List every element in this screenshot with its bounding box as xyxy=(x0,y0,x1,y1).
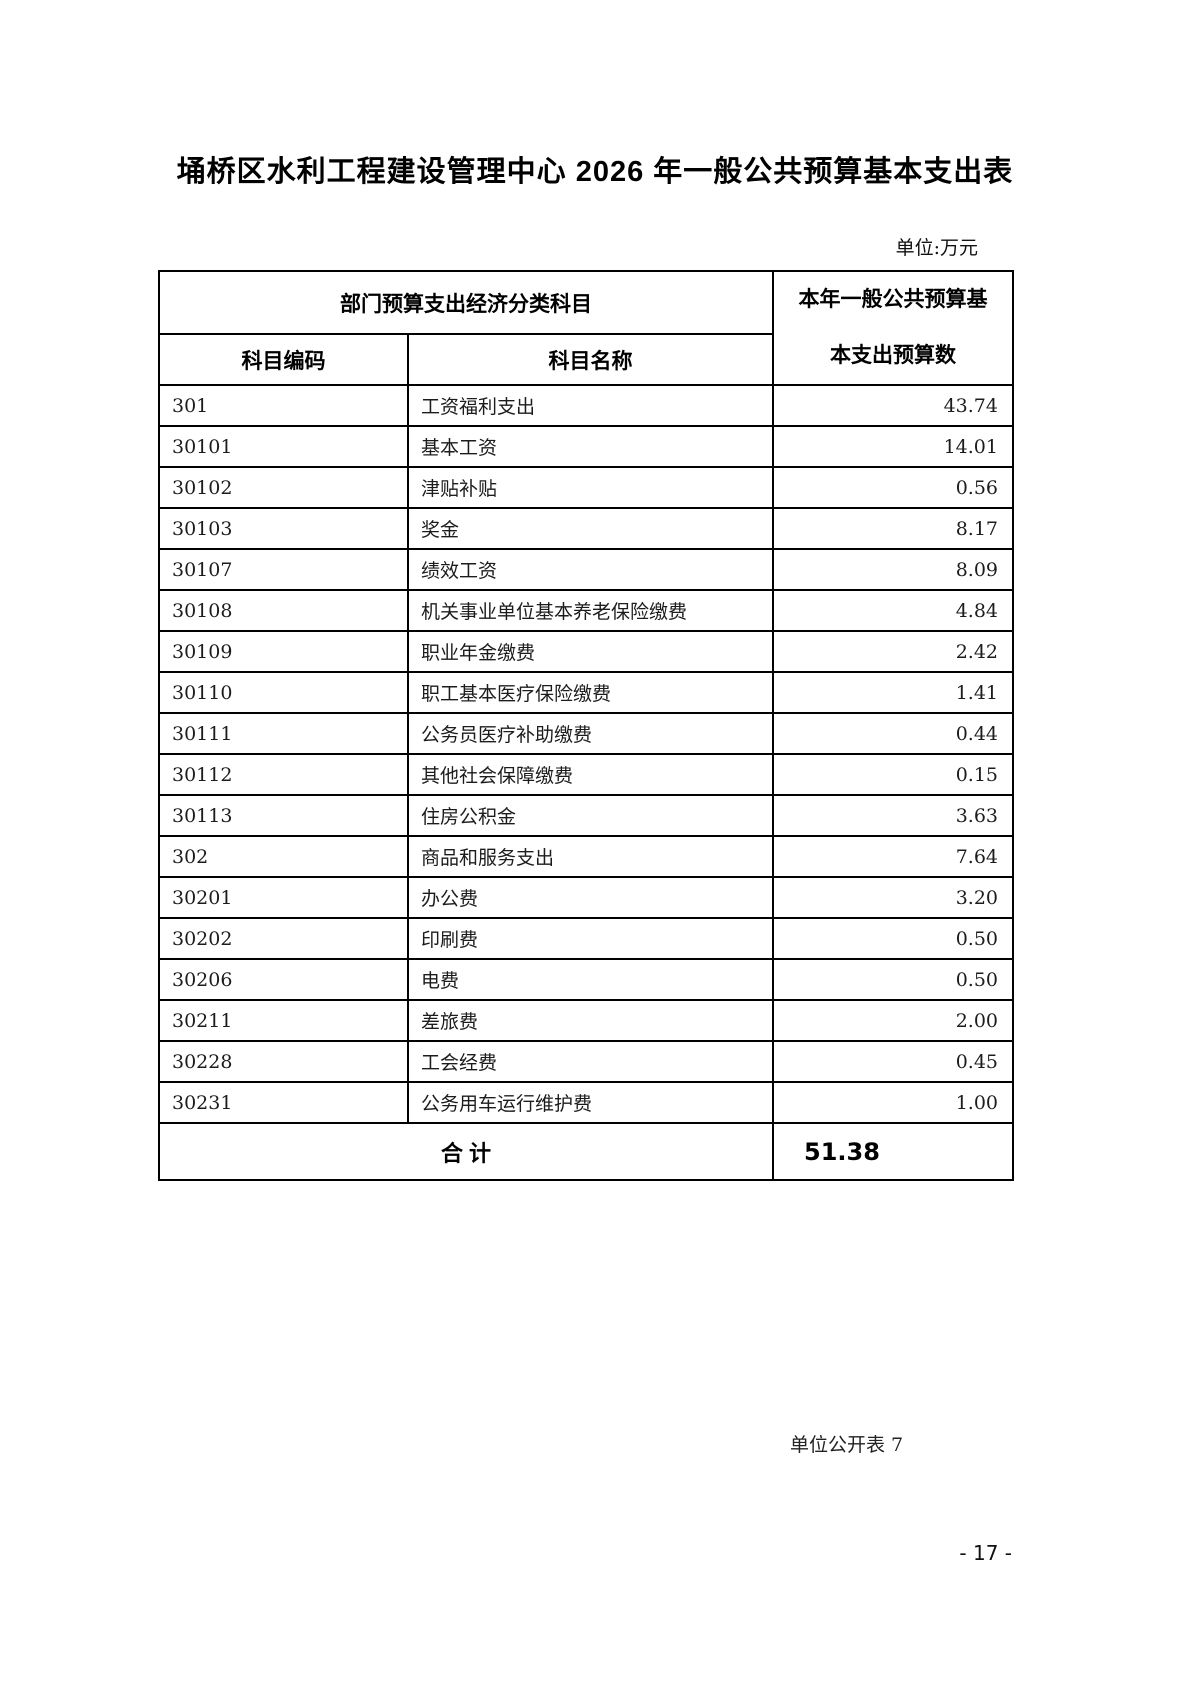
table-body: 部门预算支出经济分类科目 本年一般公共预算基 本支出预算数 科目编码 科目名称 … xyxy=(158,269,1014,1181)
budget-value-cell: 0.50 xyxy=(772,917,1014,960)
subject-name-cell: 职工基本医疗保险缴费 xyxy=(407,671,774,714)
table-row: 30211 差旅费 2.00 xyxy=(158,999,1014,1042)
table-row: 30107 绩效工资 8.09 xyxy=(158,548,1014,591)
group-header-cell: 部门预算支出经济分类科目 xyxy=(158,269,774,336)
budget-value-cell: 2.42 xyxy=(772,630,1014,673)
table-row: 30112 其他社会保障缴费 0.15 xyxy=(158,753,1014,796)
footer-note: 单位公开表 7 xyxy=(790,1434,904,1456)
code-column-header: 科目编码 xyxy=(158,333,409,386)
subject-code-cell: 30111 xyxy=(158,712,409,755)
budget-value-cell: 3.20 xyxy=(772,876,1014,919)
budget-value-cell: 0.44 xyxy=(772,712,1014,755)
subject-name-cell: 机关事业单位基本养老保险缴费 xyxy=(407,589,774,632)
name-column-header: 科目名称 xyxy=(407,333,774,386)
subject-name-cell: 绩效工资 xyxy=(407,548,774,591)
table-row: 30231 公务用车运行维护费 1.00 xyxy=(158,1081,1014,1124)
subject-name-cell: 住房公积金 xyxy=(407,794,774,837)
table-row: 30109 职业年金缴费 2.42 xyxy=(158,630,1014,673)
subject-name-cell: 公务用车运行维护费 xyxy=(407,1081,774,1124)
budget-value-cell: 14.01 xyxy=(772,425,1014,468)
subject-code-cell: 30109 xyxy=(158,630,409,673)
table-row: 301 工资福利支出 43.74 xyxy=(158,384,1014,427)
budget-value-cell: 8.09 xyxy=(772,548,1014,591)
subject-code-cell: 30101 xyxy=(158,425,409,468)
subject-code-cell: 30113 xyxy=(158,794,409,837)
subject-code-cell: 302 xyxy=(158,835,409,878)
subject-code-cell: 30228 xyxy=(158,1040,409,1083)
table-row: 30110 职工基本医疗保险缴费 1.41 xyxy=(158,671,1014,714)
table-row: 30111 公务员医疗补助缴费 0.44 xyxy=(158,712,1014,755)
subject-code-cell: 30110 xyxy=(158,671,409,714)
subject-name-cell: 办公费 xyxy=(407,876,774,919)
budget-value-cell: 1.41 xyxy=(772,671,1014,714)
budget-value-cell: 7.64 xyxy=(772,835,1014,878)
header-row-columns: 科目编码 科目名称 xyxy=(158,333,1013,386)
subject-code-cell: 30201 xyxy=(158,876,409,919)
subject-code-cell: 301 xyxy=(158,384,409,427)
page-number: - 17 - xyxy=(959,1541,1012,1565)
budget-value-cell: 0.50 xyxy=(772,958,1014,1001)
budget-value-cell: 1.00 xyxy=(772,1081,1014,1124)
subject-code-cell: 30202 xyxy=(158,917,409,960)
subject-code-cell: 30211 xyxy=(158,999,409,1042)
table-row: 30102 津贴补贴 0.56 xyxy=(158,466,1014,509)
subject-name-cell: 工资福利支出 xyxy=(407,384,774,427)
subject-code-cell: 30231 xyxy=(158,1081,409,1124)
table-row: 30113 住房公积金 3.63 xyxy=(158,794,1014,837)
unit-label: 单位:万元 xyxy=(895,237,978,259)
table-row: 30206 电费 0.50 xyxy=(158,958,1014,1001)
subject-name-cell: 印刷费 xyxy=(407,917,774,960)
subject-name-cell: 其他社会保障缴费 xyxy=(407,753,774,796)
subject-code-cell: 30206 xyxy=(158,958,409,1001)
budget-value-cell: 0.15 xyxy=(772,753,1014,796)
table-row: 30101 基本工资 14.01 xyxy=(158,425,1014,468)
document-title: 埇桥区水利工程建设管理中心 2026 年一般公共预算基本支出表 xyxy=(176,156,1014,188)
subject-name-cell: 奖金 xyxy=(407,507,774,550)
budget-table: 部门预算支出经济分类科目 本年一般公共预算基 本支出预算数 科目编码 科目名称 … xyxy=(158,269,1014,1181)
subject-code-cell: 30102 xyxy=(158,466,409,509)
value-header-line2: 本支出预算数 xyxy=(830,344,956,367)
table-row: 30201 办公费 3.20 xyxy=(158,876,1014,919)
subject-name-cell: 公务员医疗补助缴费 xyxy=(407,712,774,755)
table-row: 30228 工会经费 0.45 xyxy=(158,1040,1014,1083)
subject-code-cell: 30112 xyxy=(158,753,409,796)
header-row-group: 部门预算支出经济分类科目 本年一般公共预算基 本支出预算数 xyxy=(158,269,1014,386)
budget-value-cell: 8.17 xyxy=(772,507,1014,550)
total-value-cell: 51.38 xyxy=(772,1122,1014,1181)
subject-name-cell: 工会经费 xyxy=(407,1040,774,1083)
value-header-cell: 本年一般公共预算基 本支出预算数 xyxy=(772,270,1014,386)
total-row: 合 计 51.38 xyxy=(158,1122,1014,1181)
subject-code-cell: 30108 xyxy=(158,589,409,632)
table-row: 30103 奖金 8.17 xyxy=(158,507,1014,550)
budget-value-cell: 4.84 xyxy=(772,589,1014,632)
budget-value-cell: 0.45 xyxy=(772,1040,1014,1083)
budget-value-cell: 2.00 xyxy=(772,999,1014,1042)
subject-name-cell: 商品和服务支出 xyxy=(407,835,774,878)
value-header-line1: 本年一般公共预算基 xyxy=(798,288,988,311)
table-row: 30202 印刷费 0.50 xyxy=(158,917,1014,960)
budget-value-cell: 43.74 xyxy=(772,384,1014,427)
subject-code-cell: 30103 xyxy=(158,507,409,550)
table-row: 30108 机关事业单位基本养老保险缴费 4.84 xyxy=(158,589,1014,632)
subject-name-cell: 基本工资 xyxy=(407,425,774,468)
budget-value-cell: 3.63 xyxy=(772,794,1014,837)
subject-name-cell: 职业年金缴费 xyxy=(407,630,774,673)
subject-name-cell: 差旅费 xyxy=(407,999,774,1042)
total-label-cell: 合 计 xyxy=(158,1122,774,1181)
subject-name-cell: 津贴补贴 xyxy=(407,466,774,509)
subject-name-cell: 电费 xyxy=(407,958,774,1001)
subject-code-cell: 30107 xyxy=(158,548,409,591)
budget-value-cell: 0.56 xyxy=(772,466,1014,509)
table-row: 302 商品和服务支出 7.64 xyxy=(158,835,1014,878)
